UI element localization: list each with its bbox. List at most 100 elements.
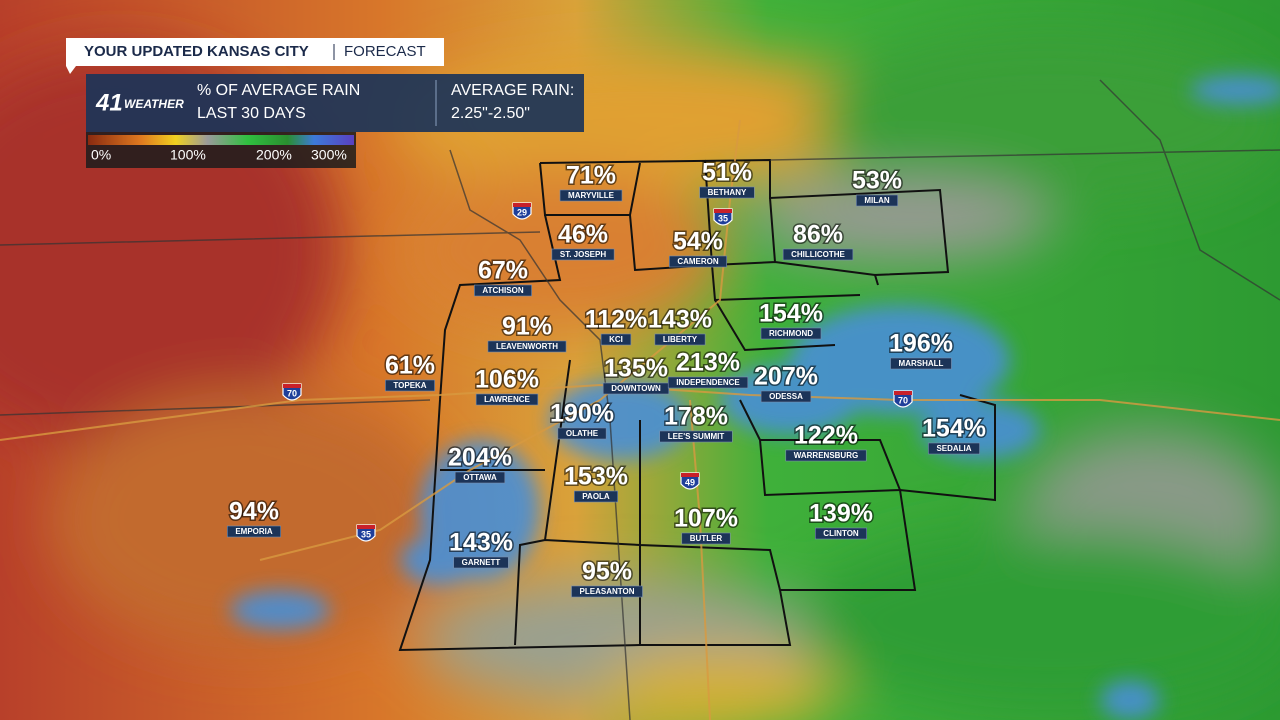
- city-value: 143%: [648, 306, 712, 334]
- city-value: 196%: [889, 330, 953, 358]
- city-name-box: [654, 333, 706, 346]
- city-name: SEDALIA: [936, 444, 971, 453]
- city-name: INDEPENDENCE: [676, 378, 740, 387]
- city-value: 178%: [664, 403, 728, 431]
- city-name-box: [699, 186, 755, 199]
- city-name-box: [551, 248, 615, 261]
- highway-shield: 70: [893, 390, 913, 408]
- city-name: CAMERON: [677, 257, 719, 266]
- city-name-box: [890, 357, 952, 370]
- city-name: WARRENSBURG: [794, 451, 858, 460]
- city-name-box: [785, 449, 867, 462]
- city-name: TOPEKA: [393, 381, 426, 390]
- city-value: 95%: [582, 558, 632, 586]
- city-value: 213%: [676, 349, 740, 377]
- city-name-box: [814, 527, 868, 540]
- legend-bar: [88, 135, 354, 145]
- city-value: 51%: [702, 159, 752, 187]
- city-value: 190%: [550, 400, 614, 428]
- city-name-box: [669, 255, 727, 268]
- city-name: PLEASANTON: [580, 587, 635, 596]
- shield-number: 35: [361, 529, 371, 539]
- logo-number: 41: [95, 89, 123, 116]
- info-panel: 41 WEATHER % OF AVERAGE RAIN LAST 30 DAY…: [86, 74, 584, 168]
- city-value: 112%: [585, 306, 648, 334]
- city-name: ST. JOSEPH: [560, 250, 606, 259]
- panel-metric: % OF AVERAGE RAIN: [197, 82, 360, 99]
- city-name: DOWNTOWN: [611, 384, 661, 393]
- city-name: ATCHISON: [482, 286, 523, 295]
- city-name: LAWRENCE: [484, 395, 530, 404]
- borders: [0, 79, 1280, 720]
- header-title: YOUR UPDATED KANSAS CITY: [84, 43, 309, 60]
- logo-word: WEATHER: [124, 97, 184, 111]
- header: YOUR UPDATED KANSAS CITY FORECAST: [66, 38, 444, 74]
- city-name-box: [385, 379, 435, 392]
- city-name: MARSHALL: [899, 359, 944, 368]
- panel-period: LAST 30 DAYS: [197, 105, 306, 122]
- city-name-box: [600, 333, 632, 346]
- shield-top: [681, 473, 699, 477]
- legend: 0% 100% 200% 300%: [91, 147, 347, 163]
- city-name-box: [602, 382, 670, 395]
- city-name-box: [454, 471, 506, 484]
- city-name-box: [573, 490, 619, 503]
- city-name-box: [474, 284, 532, 297]
- city-name: RICHMOND: [769, 329, 813, 338]
- shield-top: [714, 209, 732, 213]
- shield-top: [283, 384, 301, 388]
- city-name: OLATHE: [566, 429, 599, 438]
- city-name-box: [571, 585, 643, 598]
- shield-top: [894, 391, 912, 395]
- city-value: 53%: [852, 167, 902, 195]
- city-name-box: [667, 376, 749, 389]
- city-value: 46%: [558, 221, 608, 249]
- highway-shield: 29: [512, 202, 532, 220]
- city-name-box: [475, 393, 539, 406]
- legend-label: 300%: [311, 147, 347, 163]
- city-name-box: [487, 340, 567, 353]
- city-value: 67%: [478, 257, 528, 285]
- city-value: 71%: [566, 162, 616, 190]
- legend-label: 0%: [91, 147, 111, 163]
- highway-shield: 49: [680, 472, 700, 490]
- city-name-box: [856, 194, 898, 207]
- city-value: 86%: [793, 221, 843, 249]
- city-name-box: [928, 442, 980, 455]
- highway-shield: 35: [713, 208, 733, 226]
- header-bar: [66, 38, 444, 66]
- city-value: 154%: [759, 300, 823, 328]
- highway-shields: 29 35 70 70 49 35: [282, 202, 913, 542]
- city-name: MARYVILLE: [568, 191, 615, 200]
- city-name-box: [559, 189, 623, 202]
- city-value: 204%: [448, 444, 512, 472]
- city-name-box: [681, 532, 731, 545]
- city-value: 153%: [564, 463, 628, 491]
- shield-number: 49: [685, 477, 695, 487]
- city-name-box: [453, 556, 509, 569]
- city-value: 54%: [673, 228, 723, 256]
- city-value: 94%: [229, 498, 279, 526]
- panel-average-value: 2.25"-2.50": [451, 105, 530, 122]
- shield-number: 70: [287, 388, 297, 398]
